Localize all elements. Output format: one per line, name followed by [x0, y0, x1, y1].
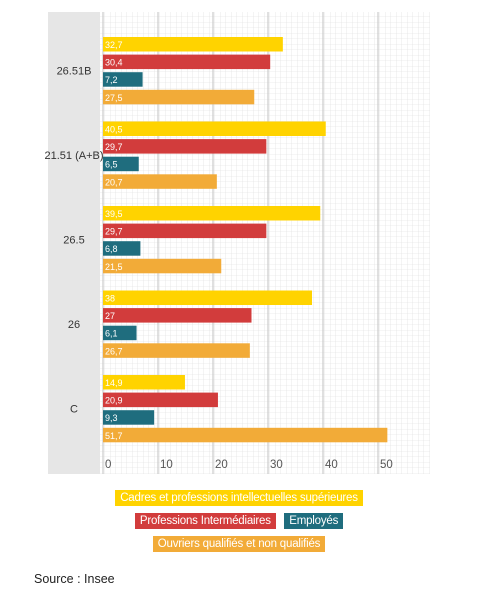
- bar: [103, 72, 143, 87]
- legend-item-cadres: Cadres et professions intellectuelles su…: [115, 490, 363, 506]
- bar: [103, 410, 155, 425]
- category-label: 26.5: [63, 235, 84, 247]
- source-note: Source : Insee: [34, 572, 115, 586]
- bar-data-label: 20,7: [105, 177, 123, 187]
- bar: [103, 241, 141, 256]
- bar: [103, 174, 217, 189]
- bar: [103, 206, 321, 221]
- category-label: 21.51 (A+B): [44, 150, 103, 162]
- bar-data-label: 38: [105, 294, 115, 304]
- bar-data-label: 21,5: [105, 262, 123, 272]
- x-tick-label: 50: [380, 459, 393, 471]
- bar-data-label: 40,5: [105, 125, 123, 135]
- x-tick-label: 10: [160, 459, 173, 471]
- x-tick-label: 20: [215, 459, 228, 471]
- bar-data-label: 20,9: [105, 396, 123, 406]
- bar: [103, 156, 139, 172]
- bar-data-label: 29,7: [105, 227, 123, 237]
- bar: [103, 343, 250, 358]
- bar: [103, 427, 388, 443]
- bar-data-label: 32,7: [105, 40, 123, 50]
- x-tick-label: 40: [325, 459, 338, 471]
- category-label: C: [70, 404, 78, 416]
- bar-chart: 32,7 30,4 7,2 27,5 40,5 29,7 6,5 20,7 39,5 29,7 6,…: [44, 12, 430, 474]
- bar: [103, 139, 267, 154]
- bar-data-label: 39,5: [105, 209, 123, 219]
- bar-data-label: 26,7: [105, 346, 123, 356]
- bar: [103, 37, 283, 52]
- category-axis-panel: [48, 12, 100, 474]
- bar: [103, 89, 255, 105]
- category-label: 26.51B: [57, 66, 92, 78]
- bar-data-label: 7,2: [105, 75, 118, 85]
- bar-data-label: 29,7: [105, 142, 123, 152]
- x-tick-label: 30: [270, 459, 283, 471]
- bar: [103, 375, 185, 390]
- bar: [103, 258, 222, 274]
- bar-data-label: 27,5: [105, 93, 123, 103]
- bar-data-label: 6,1: [105, 329, 118, 339]
- bar-data-label: 6,8: [105, 244, 118, 254]
- bar: [103, 290, 312, 305]
- bar-data-label: 14,9: [105, 378, 123, 388]
- bar-data-label: 6,5: [105, 160, 118, 170]
- category-label: 26: [68, 319, 80, 331]
- legend-item-professions-intermediaires: Professions Intermédiaires: [134, 513, 276, 529]
- legend-item-ouvriers: Ouvriers qualifiés et non qualifiés: [152, 536, 326, 552]
- legend: Cadres et professions intellectuelles su…: [0, 488, 478, 506]
- bar-data-label: 51,7: [105, 431, 123, 441]
- bar: [103, 54, 271, 70]
- bar-data-label: 9,3: [105, 413, 118, 423]
- bar: [103, 392, 218, 408]
- bar-data-label: 27: [105, 311, 115, 321]
- bar: [103, 325, 137, 341]
- bar-data-label: 30,4: [105, 58, 123, 68]
- legend-row-3: Ouvriers qualifiés et non qualifiés: [0, 534, 478, 552]
- bar: [103, 308, 252, 323]
- x-tick-label: 0: [105, 459, 111, 471]
- legend-row-2: Professions Intermédiaires Employés: [0, 511, 478, 529]
- bar: [103, 121, 326, 136]
- legend-item-employes: Employés: [284, 513, 344, 529]
- bar: [103, 223, 267, 239]
